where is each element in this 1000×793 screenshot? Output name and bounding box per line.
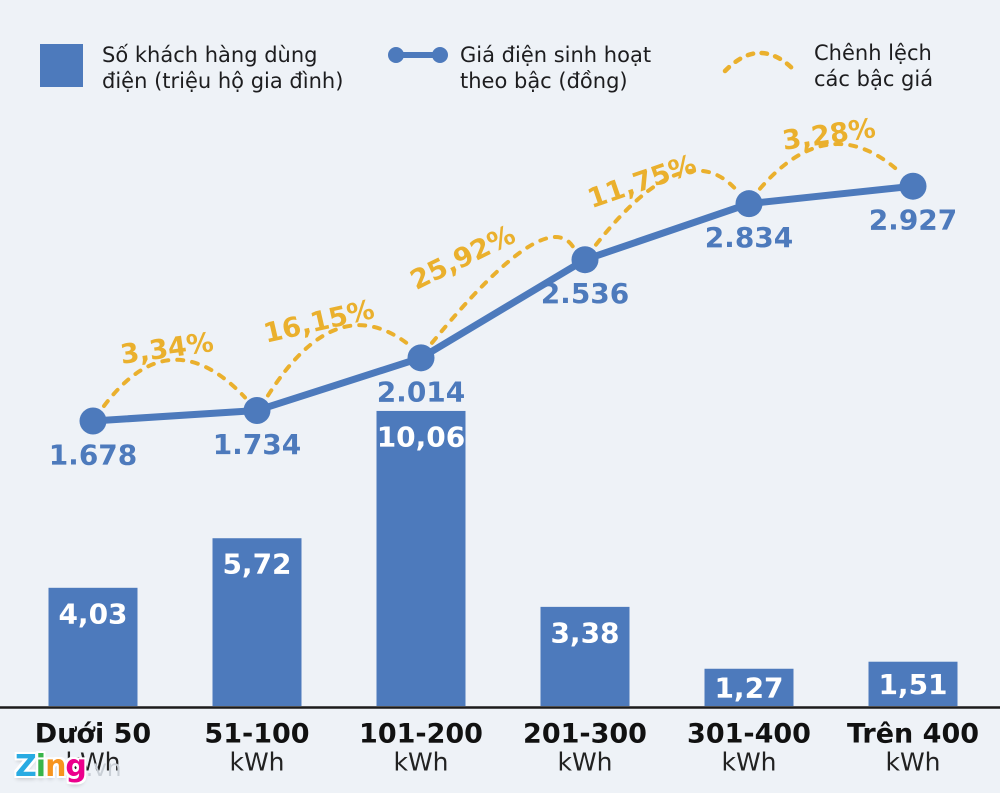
legend-label-line: các bậc giá bbox=[814, 67, 934, 91]
price-value-label: 2.927 bbox=[869, 204, 958, 237]
legend-label-line: Giá điện sinh hoạt bbox=[460, 43, 652, 67]
bar-value-label: 1,51 bbox=[878, 668, 947, 701]
bar-value-label: 4,03 bbox=[58, 597, 127, 630]
logo-suffix: .vn bbox=[85, 756, 122, 782]
price-value-label: 2.014 bbox=[377, 375, 466, 408]
price-point bbox=[571, 246, 599, 274]
bar bbox=[540, 606, 630, 706]
price-point bbox=[79, 407, 107, 435]
price-value-label: 2.834 bbox=[705, 221, 794, 254]
diff-percent-label: 25,92% bbox=[406, 219, 521, 296]
bar-value-label: 1,27 bbox=[714, 672, 783, 705]
bar-swatch-icon bbox=[40, 44, 83, 87]
dashed-arc-icon bbox=[722, 50, 796, 74]
price-line bbox=[92, 182, 914, 425]
category-unit-label: kWh bbox=[885, 748, 940, 777]
bar bbox=[212, 538, 302, 706]
diff-arc bbox=[758, 142, 903, 191]
category-unit-label: kWh bbox=[229, 748, 284, 777]
price-point bbox=[243, 396, 271, 424]
legend-label-line: Chênh lệch bbox=[814, 41, 932, 65]
zing-logo: Zing.vn bbox=[15, 749, 121, 784]
bar bbox=[704, 668, 794, 706]
category-unit-label: kWh bbox=[721, 748, 776, 777]
category-unit-label: kWh bbox=[393, 748, 448, 777]
price-point bbox=[407, 344, 435, 372]
legend-label-customers: Số khách hàng dùng điện (triệu hộ gia đì… bbox=[102, 42, 343, 94]
bar bbox=[48, 587, 138, 706]
category-label: 101-200 bbox=[359, 719, 483, 750]
bar-value-label: 3,38 bbox=[550, 616, 619, 649]
legend: Số khách hàng dùng điện (triệu hộ gia đì… bbox=[0, 0, 1000, 110]
line-marker-icon bbox=[388, 47, 448, 63]
diff-percent-label: 16,15% bbox=[261, 294, 378, 350]
legend-label-difference: Chênh lệch các bậc giá bbox=[814, 40, 933, 92]
price-value-label: 2.536 bbox=[541, 277, 630, 310]
logo-letter: n bbox=[45, 749, 66, 784]
category-unit-label: kWh bbox=[557, 748, 612, 777]
diff-arc bbox=[594, 168, 739, 247]
price-value-label: 1.678 bbox=[49, 439, 138, 472]
logo-letter: Z bbox=[15, 749, 37, 784]
category-label: 51-100 bbox=[204, 719, 309, 750]
bar bbox=[868, 661, 958, 706]
bar-value-label: 10,06 bbox=[377, 420, 466, 453]
bar-value-label: 5,72 bbox=[222, 548, 291, 581]
legend-label-line: Số khách hàng dùng bbox=[102, 43, 318, 67]
legend-item-price: Giá điện sinh hoạt theo bậc (đồng) bbox=[386, 42, 651, 94]
price-value-label: 1.734 bbox=[213, 428, 302, 461]
bar bbox=[376, 410, 466, 706]
legend-label-line: điện (triệu hộ gia đình) bbox=[102, 69, 344, 93]
logo-word: Zing bbox=[15, 749, 87, 784]
price-point bbox=[899, 172, 927, 200]
price-point bbox=[735, 190, 763, 218]
legend-item-difference: Chênh lệch các bậc giá bbox=[718, 34, 933, 92]
category-label: Dưới 50 bbox=[35, 719, 151, 750]
diff-arc bbox=[266, 323, 411, 398]
logo-letter: i bbox=[35, 749, 46, 784]
diff-percent-label: 3,34% bbox=[118, 327, 215, 371]
category-unit-label: kWh bbox=[65, 748, 120, 777]
legend-label-price: Giá điện sinh hoạt theo bậc (đồng) bbox=[460, 42, 651, 94]
legend-label-line: theo bậc (đồng) bbox=[460, 69, 628, 93]
category-label: Trên 400 bbox=[847, 719, 979, 750]
category-label: 201-300 bbox=[523, 719, 647, 750]
diff-percent-label: 11,75% bbox=[584, 149, 700, 215]
logo-letter: g bbox=[65, 749, 87, 784]
legend-item-customers: Số khách hàng dùng điện (triệu hộ gia đì… bbox=[40, 42, 343, 94]
category-label: 301-400 bbox=[687, 719, 811, 750]
